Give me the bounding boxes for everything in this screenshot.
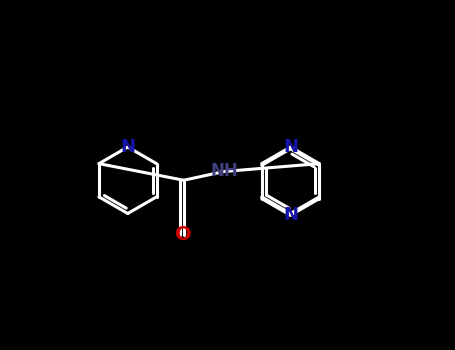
Text: N: N [120,138,135,156]
Text: NH: NH [210,162,238,181]
Text: O: O [176,225,192,244]
Text: N: N [283,138,298,156]
Text: N: N [283,206,298,224]
